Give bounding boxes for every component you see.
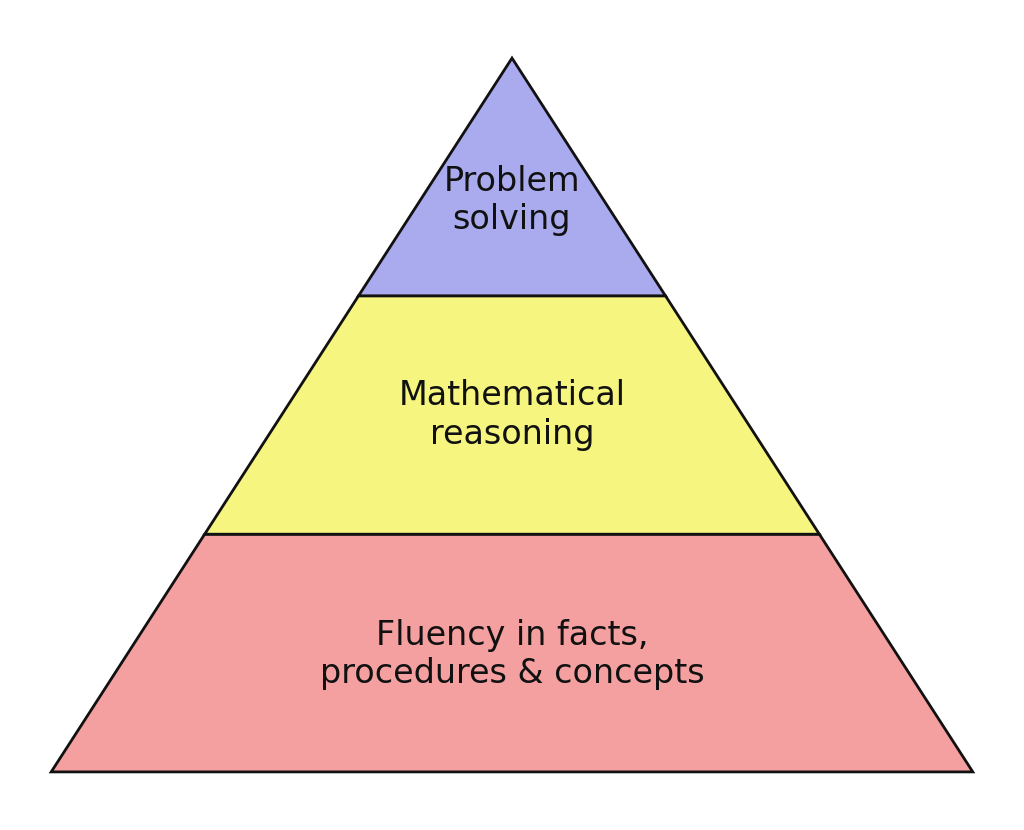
Polygon shape	[358, 58, 666, 295]
Polygon shape	[51, 535, 973, 772]
Text: Fluency in facts,
procedures & concepts: Fluency in facts, procedures & concepts	[319, 618, 705, 690]
Polygon shape	[205, 295, 819, 535]
Text: Problem
solving: Problem solving	[443, 165, 581, 237]
Text: Mathematical
reasoning: Mathematical reasoning	[398, 379, 626, 451]
